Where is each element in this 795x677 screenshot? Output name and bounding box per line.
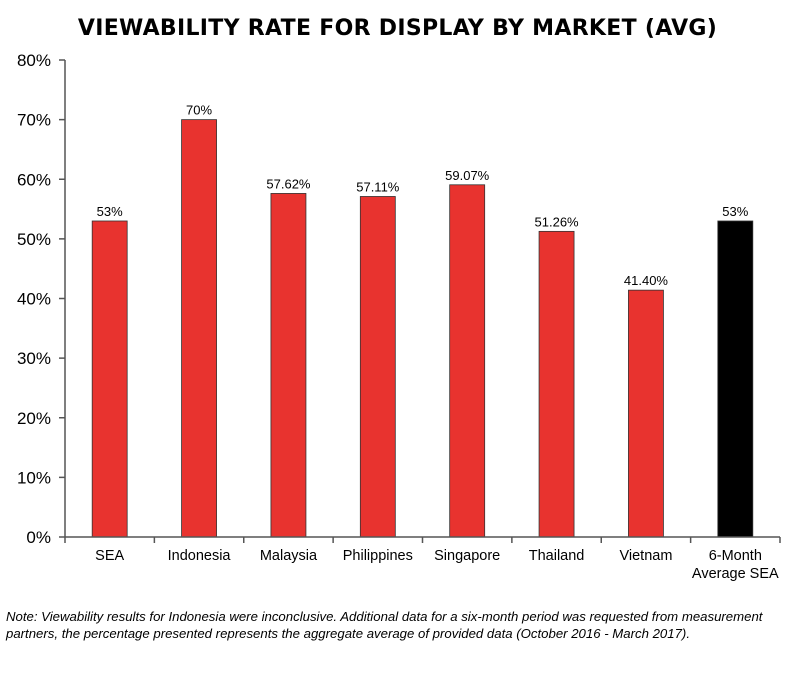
x-tick-label: 6-Month: [709, 548, 762, 564]
y-tick-label: 20%: [17, 409, 51, 428]
data-label: 70%: [186, 103, 212, 118]
x-tick-label: Vietnam: [619, 548, 672, 564]
y-tick-label: 70%: [17, 111, 51, 130]
chart-title: VIEWABILITY RATE FOR DISPLAY BY MARKET (…: [77, 16, 718, 41]
x-tick-label: Malaysia: [260, 548, 318, 564]
x-tick-label: Philippines: [343, 548, 413, 564]
data-label: 57.62%: [266, 176, 311, 191]
bar-chart: 0% 10% 20% 30% 40% 50% 60% 70% 80% 53% 70% 57.62% 57…: [17, 51, 781, 582]
bar: [538, 230, 575, 538]
y-tick-label: 60%: [17, 170, 51, 189]
y-tick-label: 0%: [26, 528, 51, 547]
data-label: 53%: [722, 204, 748, 219]
data-label: 53%: [97, 204, 123, 219]
bar: [717, 220, 754, 538]
bar: [449, 184, 486, 538]
bar: [359, 196, 396, 538]
y-tick-label: 80%: [17, 51, 51, 70]
x-tick-label: Average SEA: [692, 566, 779, 582]
bar: [270, 193, 307, 538]
y-tick-label: 50%: [17, 230, 51, 249]
y-tick-label: 10%: [17, 468, 51, 487]
bar: [91, 220, 128, 538]
bar: [181, 119, 217, 538]
x-tick-label: SEA: [95, 548, 124, 564]
x-tick-label: Singapore: [434, 548, 500, 564]
data-label: 59.07%: [445, 168, 490, 183]
data-label: 57.11%: [356, 179, 400, 194]
x-tick-label: Thailand: [529, 548, 585, 564]
bar: [628, 289, 664, 538]
y-tick-label: 40%: [17, 290, 51, 309]
data-label: 51.26%: [535, 214, 580, 229]
data-label: 41.40%: [624, 273, 669, 288]
x-tick-label: Indonesia: [168, 548, 232, 564]
footnote: Note: Viewability results for Indonesia …: [6, 609, 763, 641]
y-tick-label: 30%: [17, 349, 51, 368]
